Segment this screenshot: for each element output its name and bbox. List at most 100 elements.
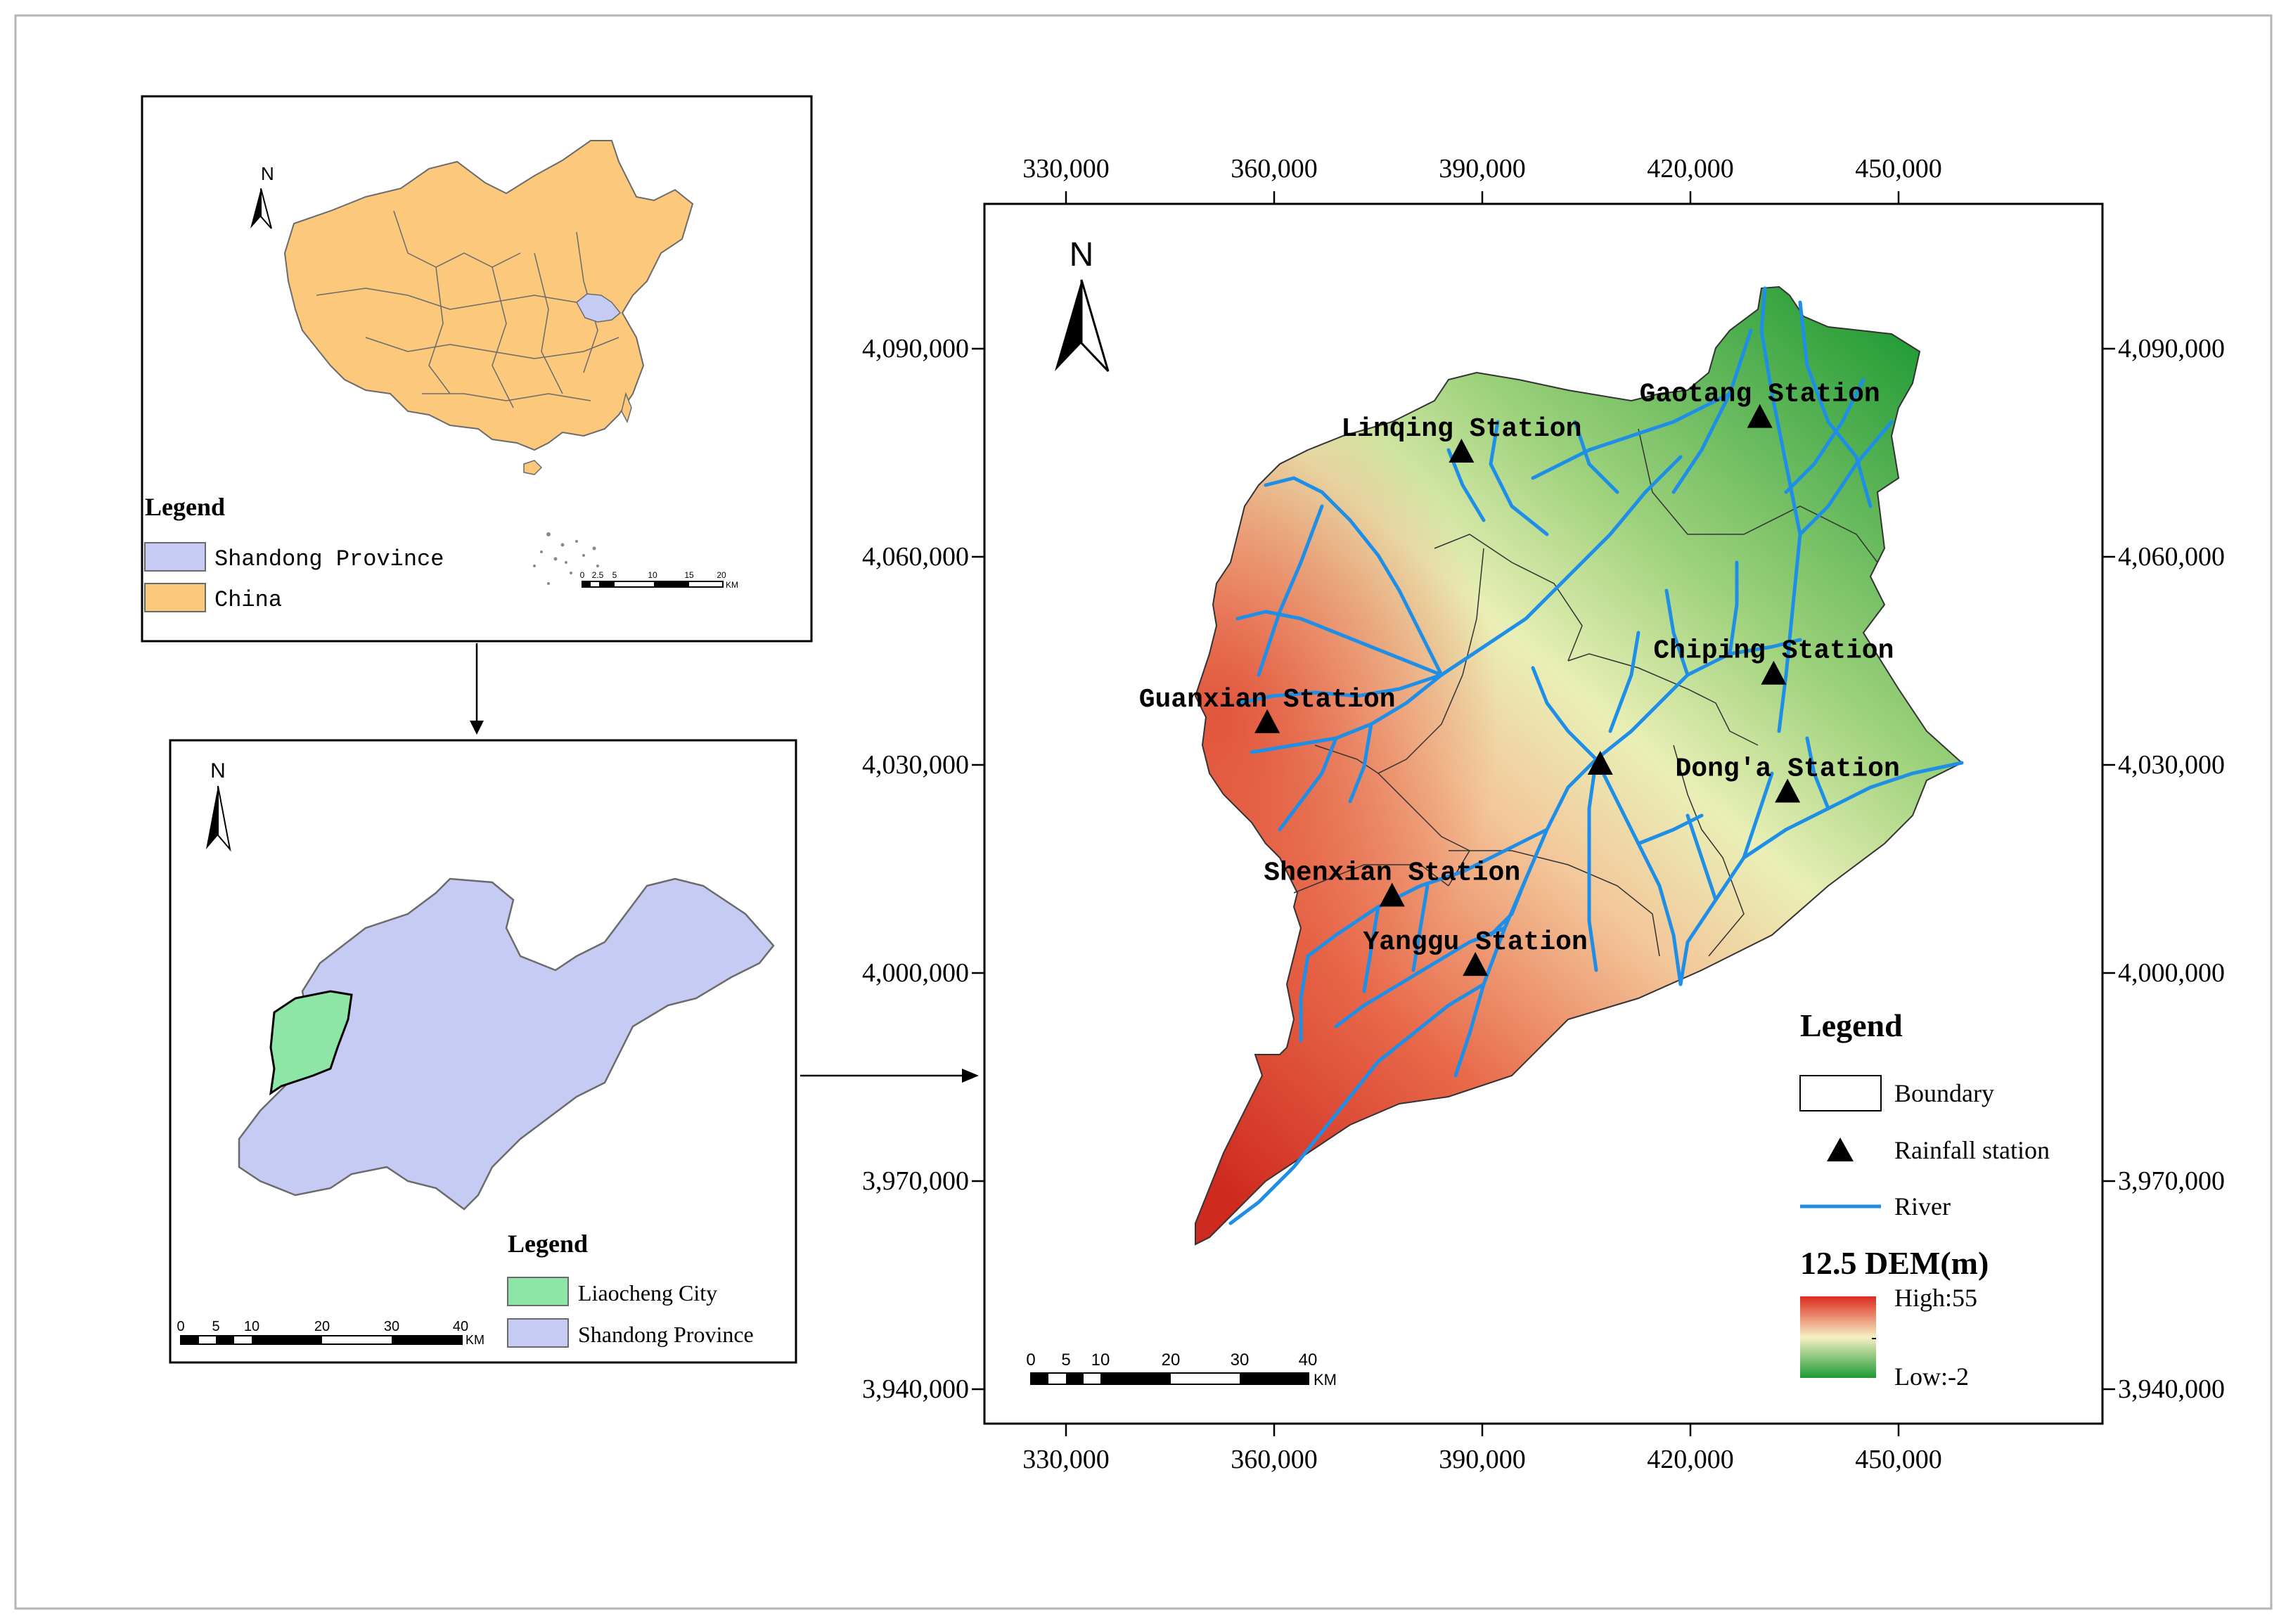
river (1264, 476, 1444, 677)
river (1257, 504, 1324, 677)
shandong-scale-tick-3: 20 (314, 1319, 330, 1334)
river (1334, 926, 1507, 1029)
dem-legend-title: 12.5 DEM(m) (1800, 1245, 1989, 1281)
rainfall-station-marker (1449, 439, 1475, 463)
river (1608, 631, 1640, 733)
river (1685, 813, 1718, 902)
china-scale-tick-0: 0 (580, 570, 585, 580)
shandong-scale-tick-4: 30 (384, 1319, 399, 1334)
main-legend-title: Legend (1800, 1007, 1903, 1043)
shandong-scale-tick-2: 10 (244, 1319, 259, 1334)
shandong-highlight-shape (576, 293, 622, 323)
dem-color-ramp (1800, 1296, 1876, 1378)
y-tick-right-4: 3,970,000 (2118, 1166, 2225, 1196)
river (1636, 813, 1704, 846)
y-tick-left-5: 3,940,000 (862, 1374, 969, 1404)
china-scale-tick-2: 5 (612, 570, 617, 580)
north-arrow-icon: N (250, 163, 274, 229)
arrow-down-icon (470, 721, 484, 735)
main-scale-tick-1: 5 (1061, 1351, 1070, 1370)
y-tick-right-1: 4,060,000 (2118, 542, 2225, 572)
station-label: Gaotang Station (1640, 380, 1880, 410)
main-scale-tick-3: 20 (1162, 1351, 1181, 1370)
south-sea-islands (523, 392, 632, 475)
river (1664, 588, 1690, 677)
y-tick-left-3: 4,000,000 (862, 958, 969, 988)
rainfall-station-marker (1747, 404, 1773, 428)
legend-boundary-symbol (1799, 1075, 1882, 1111)
shandong-province-shape (238, 877, 775, 1211)
river (1362, 905, 1380, 993)
china-legend-title: Legend (145, 493, 225, 521)
main-scale-unit: KM (1314, 1371, 1337, 1388)
china-legend-china-swatch (144, 583, 206, 612)
shandong-inset-panel: N Legend Liaocheng City Shandong Provinc… (169, 739, 797, 1364)
river-network (1228, 286, 1964, 1225)
china-legend-shandong-label: Shandong Province (214, 546, 444, 572)
river (1531, 392, 1732, 480)
station-label: Guanxian Station (1139, 685, 1396, 715)
y-tick-right-3: 4,000,000 (2118, 958, 2225, 988)
river (1798, 420, 1894, 536)
china-map-shape (283, 140, 694, 451)
shandong-scale-tick-0: 0 (176, 1319, 184, 1334)
dem-high-label: High:55 (1894, 1284, 1977, 1312)
legend-station-label: Rainfall station (1894, 1136, 2050, 1164)
china-scale-tick-5: 20 (717, 570, 726, 580)
station-label: Chiping Station (1653, 636, 1894, 666)
river (1728, 560, 1739, 656)
x-tick-top-1: 360,000 (1231, 154, 1318, 183)
china-scale-tick-4: 15 (684, 570, 694, 580)
north-label: N (1070, 236, 1094, 273)
axis-tick-marks (972, 191, 2115, 1436)
y-tick-left-4: 3,970,000 (862, 1166, 969, 1196)
x-tick-bottom-2: 390,000 (1439, 1445, 1526, 1474)
river (1671, 328, 1753, 494)
rainfall-station-marker (1379, 882, 1405, 907)
arrow-right-icon (962, 1069, 979, 1083)
shandong-legend-shandong-swatch (507, 1318, 569, 1348)
basin-boundary (1194, 285, 1963, 1246)
island-dots (533, 532, 599, 585)
main-map-panel: 330,000 360,000 390,000 420,000 450,000 … (862, 154, 2225, 1474)
china-scale-tick-3: 10 (648, 570, 657, 580)
river (1594, 757, 1683, 986)
river (1348, 722, 1373, 804)
china-scalebar: 0 2.5 5 10 15 20 KM (580, 570, 738, 590)
china-legend-shandong-swatch (144, 542, 206, 572)
rainfall-station-marker (1254, 709, 1280, 733)
y-tick-left-0: 4,090,000 (862, 334, 969, 363)
rainfall-station-marker (1761, 660, 1787, 685)
north-arrow-icon: N (1055, 236, 1110, 373)
river (1235, 673, 1444, 705)
x-tick-bottom-4: 450,000 (1855, 1445, 1942, 1474)
river (1235, 610, 1444, 677)
river (1742, 771, 1774, 860)
river (1678, 761, 1964, 986)
liaocheng-city-shape (269, 990, 353, 1096)
y-tick-left-2: 4,030,000 (862, 750, 969, 780)
station-label: Shenxian Station (1264, 858, 1520, 888)
x-tick-top-0: 330,000 (1022, 154, 1110, 183)
china-scale-tick-1: 2.5 (592, 570, 604, 580)
station-label: Yanggu Station (1363, 927, 1588, 958)
dem-low-label: Low:-2 (1894, 1362, 1969, 1391)
china-legend-china-label: China (214, 587, 282, 613)
north-label: N (261, 163, 274, 184)
rainfall-station-marker (1587, 751, 1613, 775)
main-scale-tick-5: 40 (1299, 1351, 1318, 1370)
x-tick-bottom-3: 420,000 (1647, 1445, 1734, 1474)
shandong-legend-title: Legend (508, 1230, 588, 1258)
river (1299, 954, 1310, 1043)
river (1411, 884, 1430, 972)
river (1250, 673, 1444, 754)
rainfall-station-marker (1775, 778, 1801, 803)
river (1759, 286, 1802, 733)
river (1784, 378, 1866, 494)
river (1798, 300, 1873, 508)
x-tick-bottom-1: 360,000 (1231, 1445, 1318, 1474)
north-arrow-icon: N (206, 759, 231, 852)
river (1489, 420, 1549, 536)
county-boundaries (1293, 428, 1878, 957)
